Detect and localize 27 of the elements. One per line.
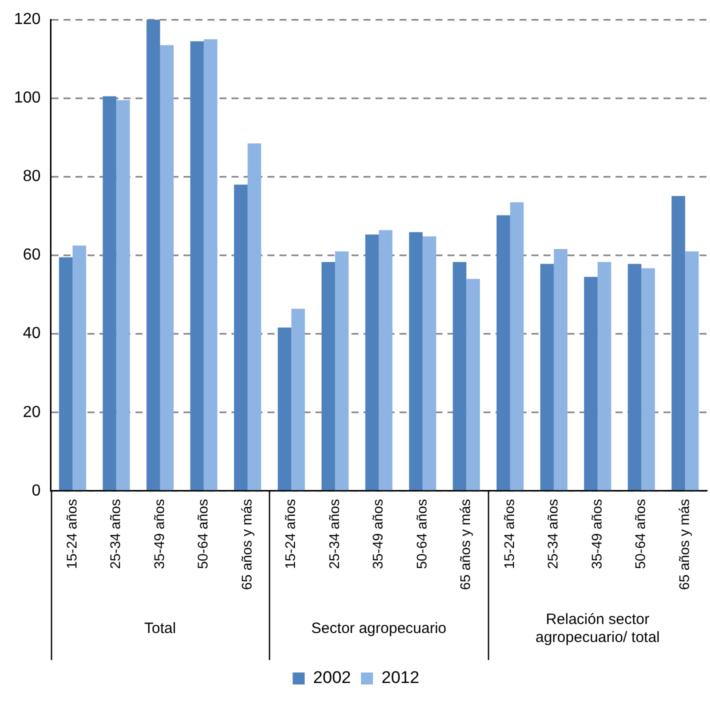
x-tick-label: 25-34 años: [544, 498, 561, 570]
legend-label: 2002: [313, 668, 352, 688]
y-tick-label: 0: [32, 482, 41, 500]
y-tick-label: 80: [22, 168, 41, 186]
x-tick-label: 50-64 años: [413, 498, 430, 570]
x-tick-label: 65 años y más: [457, 498, 474, 590]
x-tick-label: 15-24 años: [282, 498, 298, 570]
x-tick-label: 35-49 años: [588, 498, 604, 570]
y-tick-label: 20: [22, 404, 41, 421]
x-tick-label: 50-64 años: [632, 498, 648, 570]
y-tick-label: 120: [14, 11, 41, 28]
legend-label: 2012: [382, 668, 420, 688]
x-tick-label: 15-24 años: [63, 498, 80, 570]
text: Relación sector agropecuario/ total: [536, 611, 660, 646]
x-tick-label: 65 años y más: [676, 498, 692, 590]
x-tick-label: 25-34 años: [107, 498, 124, 570]
text: Sector agropecuario: [311, 620, 446, 638]
x-tick-label: 65 años y más: [238, 498, 254, 590]
text: Total: [144, 620, 176, 638]
x-tick-label: 35-49 años: [370, 498, 386, 570]
x-tick-label: 35-49 años: [150, 498, 167, 570]
x-tick-label: 15-24 años: [500, 498, 517, 570]
x-tick-label: 50-64 años: [194, 498, 211, 570]
x-tick-label: 25-34 años: [326, 498, 342, 570]
y-tick-label: 40: [22, 325, 41, 342]
y-tick-label: 100: [14, 90, 41, 107]
y-tick-label: 60: [22, 246, 41, 264]
